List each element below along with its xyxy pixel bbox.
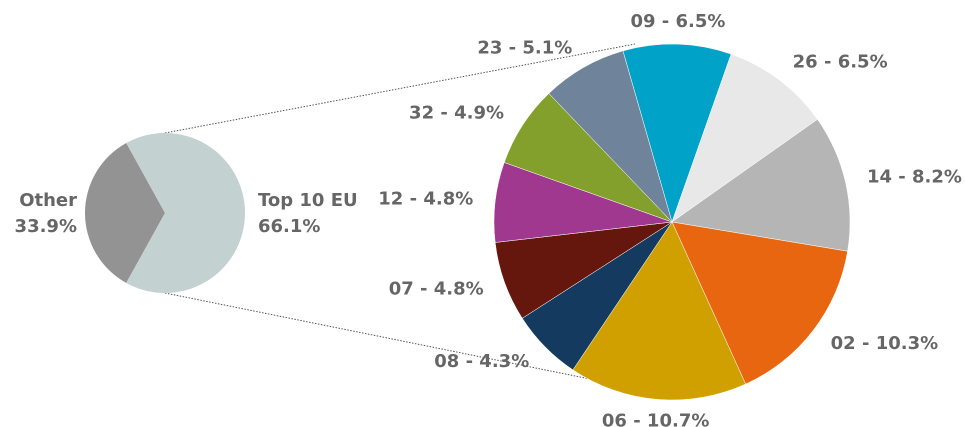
pie-slice <box>671 221 848 385</box>
connector-line <box>164 292 596 381</box>
slice-category: Other <box>19 190 77 211</box>
slice-category: Top 10 EU <box>258 190 358 211</box>
slice-value-label: 12 - 4.8% <box>378 188 473 209</box>
pie-slice <box>126 133 245 293</box>
pie-slice <box>548 50 673 223</box>
pie-slice <box>671 53 818 223</box>
pie-slice <box>622 43 732 223</box>
slice-value-label: 23 - 5.1% <box>477 38 572 59</box>
slice-value-label: 14 - 8.2% <box>867 166 962 187</box>
slice-value-label: 02 - 10.3% <box>831 333 939 354</box>
pie-slice <box>84 143 165 283</box>
slice-value-label: 08 - 4.3% <box>434 351 529 372</box>
slice-value-label: 26 - 6.5% <box>793 51 888 72</box>
pie-slice <box>572 221 746 401</box>
slice-value-label: 33.9% <box>15 216 77 237</box>
slice-value-label: 07 - 4.8% <box>389 278 484 299</box>
pie-slice <box>671 119 851 252</box>
slice-value-label: 66.1% <box>258 216 320 237</box>
slice-value-label: 32 - 4.9% <box>409 102 504 123</box>
slice-value-label: 06 - 10.7% <box>602 410 710 427</box>
slice-value-label: 09 - 6.5% <box>630 11 725 32</box>
